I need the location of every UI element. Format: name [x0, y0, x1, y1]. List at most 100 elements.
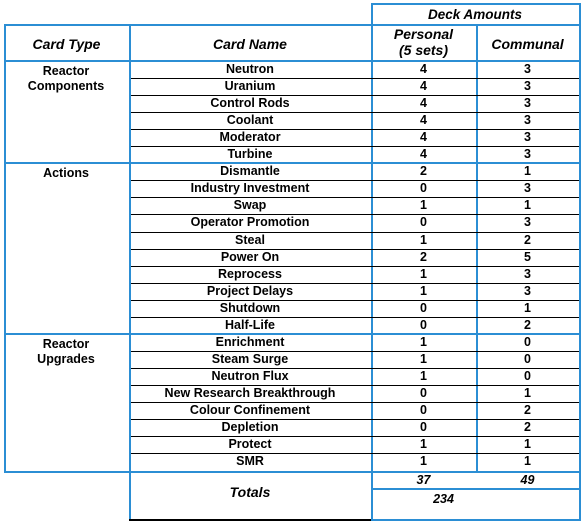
card-name-cell: Power On [220, 249, 280, 264]
communal-count-cell: 1 [524, 300, 531, 315]
communal-count-cell: 3 [524, 130, 531, 145]
row-divider [131, 368, 579, 369]
card-name-cell: Operator Promotion [190, 215, 310, 230]
communal-count-cell: 3 [524, 283, 531, 298]
row-divider [131, 266, 579, 267]
personal-sets-header: (5 sets) [398, 42, 449, 58]
card-type-label: Upgrades [37, 351, 95, 366]
deck-amounts-title: Deck Amounts [427, 7, 523, 22]
personal-count-cell: 0 [420, 181, 427, 196]
communal-count-cell: 1 [524, 198, 531, 213]
personal-count-cell: 1 [420, 454, 427, 469]
personal-count-cell: 4 [420, 96, 427, 111]
totals-line [129, 471, 131, 521]
personal-count-cell: 2 [420, 249, 427, 264]
personal-count-cell: 1 [420, 368, 427, 383]
communal-count-cell: 3 [524, 113, 531, 128]
communal-count-cell: 5 [524, 249, 531, 264]
totals-box [371, 471, 581, 521]
row-divider [131, 317, 579, 318]
row-divider [131, 129, 579, 130]
card-type-label: Components [27, 79, 105, 93]
communal-count-cell: 1 [524, 385, 531, 400]
card-name-cell: Neutron Flux [211, 368, 289, 383]
card-name-cell: Colour Confinement [189, 403, 311, 417]
communal-count-cell: 3 [524, 266, 531, 281]
card-type-label: Reactor [42, 64, 90, 78]
communal-header: Communal [491, 36, 564, 52]
personal-count-cell: 4 [420, 130, 427, 145]
column-line [371, 24, 373, 471]
row-divider [131, 402, 579, 403]
row-divider [131, 300, 579, 301]
card-type-header: Card Type [32, 36, 101, 52]
communal-count-cell: 2 [524, 232, 531, 247]
communal-count-cell: 3 [524, 215, 531, 230]
card-name-cell: Coolant [226, 113, 274, 128]
totals-bottom [129, 519, 373, 521]
card-name-cell: Swap [233, 198, 267, 213]
card-name-cell: Uranium [224, 79, 276, 94]
card-name-cell: Project Delays [206, 283, 294, 298]
totals-label: Totals [229, 484, 271, 500]
card-name-cell: Neutron [226, 62, 274, 76]
communal-count-cell: 1 [524, 164, 531, 179]
row-divider [131, 283, 579, 284]
communal-count-cell: 3 [524, 96, 531, 111]
card-name-cell: Reprocess [218, 266, 282, 281]
header-divider [4, 60, 581, 62]
communal-count-cell: 0 [524, 351, 531, 366]
personal-count-cell: 1 [420, 232, 427, 247]
card-name-cell: SMR [236, 454, 264, 469]
card-name-cell: Depletion [221, 420, 279, 435]
personal-count-cell: 0 [420, 420, 427, 435]
communal-count-cell: 2 [524, 403, 531, 417]
row-divider [131, 95, 579, 96]
totals-divider [371, 488, 581, 490]
communal-count-cell: 3 [524, 181, 531, 196]
row-divider [131, 78, 579, 79]
group-divider [4, 333, 581, 335]
communal-count-cell: 0 [524, 368, 531, 383]
communal-count-cell: 2 [524, 317, 531, 332]
personal-count-cell: 1 [420, 198, 427, 213]
card-name-cell: Control Rods [210, 96, 290, 111]
table-frame [4, 24, 581, 473]
personal-count-cell: 0 [420, 300, 427, 315]
group-divider [4, 162, 581, 164]
personal-header: Personal [393, 26, 454, 42]
card-name-cell: New Research Breakthrough [164, 385, 336, 400]
card-name-cell: Moderator [219, 130, 281, 145]
card-type-label: Reactor [42, 336, 90, 351]
personal-total: 37 [416, 473, 431, 487]
card-name-cell: Industry Investment [190, 181, 310, 196]
personal-count-cell: 4 [420, 147, 427, 162]
personal-count-cell: 1 [420, 283, 427, 298]
row-divider [131, 112, 579, 113]
card-name-cell: Steal [235, 232, 265, 247]
row-divider [131, 351, 579, 352]
personal-count-cell: 1 [420, 437, 427, 452]
personal-count-cell: 0 [420, 317, 427, 332]
personal-count-cell: 2 [420, 164, 427, 179]
communal-total: 49 [520, 473, 535, 487]
row-divider [131, 232, 579, 233]
communal-count-cell: 1 [524, 454, 531, 469]
personal-count-cell: 0 [420, 215, 427, 230]
row-divider [131, 453, 579, 454]
row-divider [131, 419, 579, 420]
card-name-cell: Half-Life [225, 317, 275, 332]
card-name-cell: Dismantle [220, 164, 280, 179]
grand-total: 234 [433, 492, 454, 506]
communal-count-cell: 3 [524, 62, 531, 76]
column-line [476, 24, 478, 473]
communal-count-cell: 1 [524, 437, 531, 452]
communal-count-cell: 3 [524, 147, 531, 162]
personal-count-cell: 4 [420, 79, 427, 94]
personal-count-cell: 1 [420, 351, 427, 366]
row-divider [131, 249, 579, 250]
personal-count-cell: 1 [420, 334, 427, 349]
row-divider [131, 385, 579, 386]
card-name-cell: Protect [228, 437, 272, 452]
